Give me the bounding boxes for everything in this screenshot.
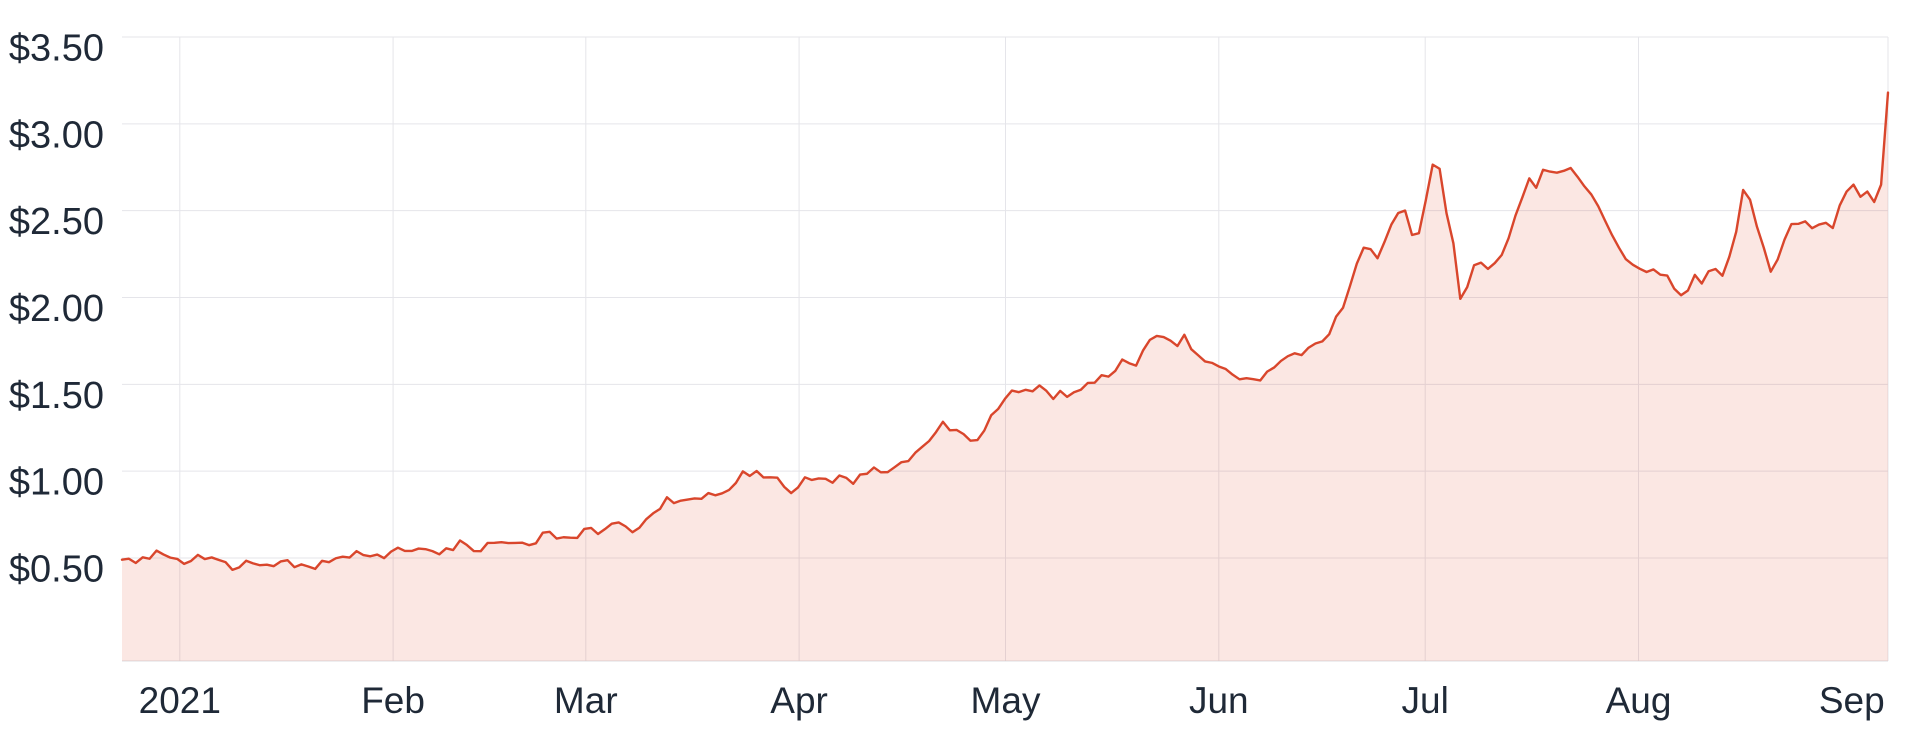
svg-text:May: May	[971, 680, 1041, 721]
svg-text:$2.00: $2.00	[9, 288, 104, 330]
svg-text:Aug: Aug	[1606, 680, 1672, 721]
svg-text:$0.50: $0.50	[9, 549, 104, 591]
svg-text:Jun: Jun	[1189, 680, 1249, 721]
svg-text:$3.50: $3.50	[9, 28, 104, 70]
svg-text:Mar: Mar	[554, 680, 618, 721]
svg-text:$3.00: $3.00	[9, 114, 104, 156]
svg-text:$1.50: $1.50	[9, 375, 104, 417]
svg-text:$1.00: $1.00	[9, 462, 104, 504]
svg-text:$2.50: $2.50	[9, 201, 104, 243]
svg-text:Jul: Jul	[1402, 680, 1449, 721]
svg-text:Sep: Sep	[1819, 680, 1885, 721]
svg-text:2021: 2021	[139, 680, 221, 721]
svg-text:Feb: Feb	[361, 680, 425, 721]
svg-text:Apr: Apr	[770, 680, 828, 721]
